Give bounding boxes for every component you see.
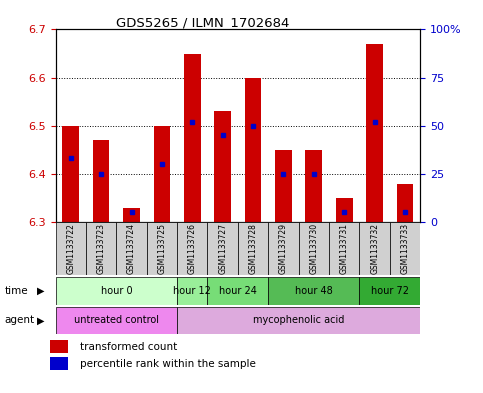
Bar [268,222,298,275]
Text: time: time [5,286,28,296]
Bar [56,277,177,305]
Bar [184,53,200,222]
Text: hour 24: hour 24 [219,286,257,296]
Bar [214,111,231,222]
Bar [123,208,140,222]
Bar [238,222,268,275]
Text: GSM1133731: GSM1133731 [340,223,349,274]
Bar [245,78,261,222]
Bar [359,222,390,275]
Text: GSM1133725: GSM1133725 [157,223,167,274]
Text: hour 48: hour 48 [295,286,333,296]
Text: GSM1133728: GSM1133728 [249,223,257,274]
Bar [93,140,110,222]
Text: hour 0: hour 0 [100,286,132,296]
Text: GDS5265 / ILMN_1702684: GDS5265 / ILMN_1702684 [116,16,289,29]
Text: GSM1133723: GSM1133723 [97,223,106,274]
Bar [298,222,329,275]
Text: GSM1133727: GSM1133727 [218,223,227,274]
Bar [62,126,79,222]
Bar [329,222,359,275]
Bar [147,222,177,275]
Text: GSM1133729: GSM1133729 [279,223,288,274]
Text: mycophenolic acid: mycophenolic acid [253,315,344,325]
Bar [208,222,238,275]
Bar [116,222,147,275]
Text: GSM1133730: GSM1133730 [309,223,318,274]
Bar [50,357,69,370]
Text: GSM1133722: GSM1133722 [66,223,75,274]
Bar [305,150,322,222]
Text: agent: agent [5,315,35,325]
Text: ▶: ▶ [37,315,45,325]
Bar [208,277,268,305]
Bar [56,222,86,275]
Bar [359,277,420,305]
Text: percentile rank within the sample: percentile rank within the sample [80,359,256,369]
Bar [177,277,208,305]
Bar [366,44,383,222]
Bar [268,277,359,305]
Bar [50,340,69,353]
Text: transformed count: transformed count [80,342,177,352]
Text: GSM1133726: GSM1133726 [188,223,197,274]
Text: ▶: ▶ [37,286,45,296]
Text: GSM1133733: GSM1133733 [400,223,410,274]
Bar [390,222,420,275]
Bar [86,222,116,275]
Bar [154,126,170,222]
Text: GSM1133732: GSM1133732 [370,223,379,274]
Bar [397,184,413,222]
Text: GSM1133724: GSM1133724 [127,223,136,274]
Bar [336,198,353,222]
Text: hour 12: hour 12 [173,286,211,296]
Text: untreated control: untreated control [74,315,159,325]
Bar [177,307,420,334]
Bar [56,307,177,334]
Text: hour 72: hour 72 [371,286,409,296]
Bar [275,150,292,222]
Bar [177,222,208,275]
